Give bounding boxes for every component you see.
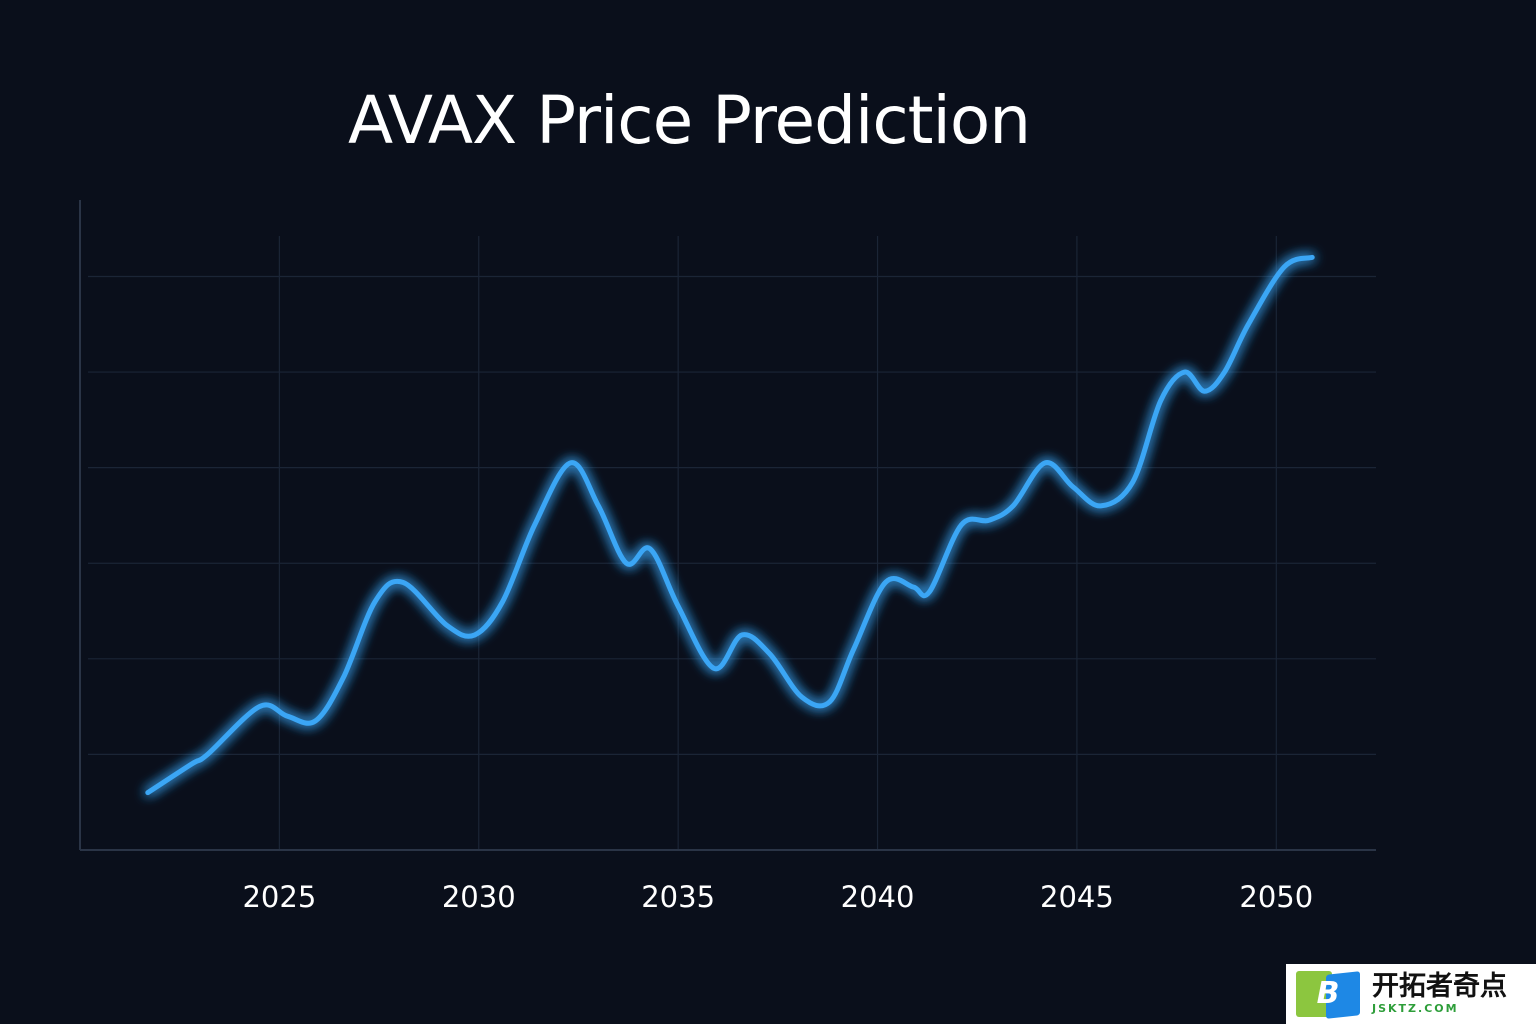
watermark: B 开拓者奇点 JSKTZ.COM: [1286, 964, 1536, 1024]
logo-letter: B: [1316, 976, 1340, 1011]
series-line: [145, 254, 1315, 796]
x-tick-label: 2025: [242, 880, 316, 914]
x-tick-label: 2030: [442, 880, 516, 914]
series-layer: [145, 254, 1315, 796]
logo-icon: B: [1296, 971, 1360, 1019]
x-tick-label: 2040: [841, 880, 915, 914]
watermark-url: JSKTZ.COM: [1372, 1002, 1459, 1015]
x-tick-label: 2050: [1239, 880, 1313, 914]
x-tick-label: 2035: [641, 880, 715, 914]
grid: [88, 236, 1376, 850]
axes: [79, 200, 1376, 851]
x-tick-label: 2045: [1040, 880, 1114, 914]
x-tick-labels: 2025 2030 2035 2040 2045 2050: [242, 880, 1313, 914]
watermark-text: 开拓者奇点: [1372, 971, 1507, 1002]
chart-title: AVAX Price Prediction: [348, 82, 1031, 159]
